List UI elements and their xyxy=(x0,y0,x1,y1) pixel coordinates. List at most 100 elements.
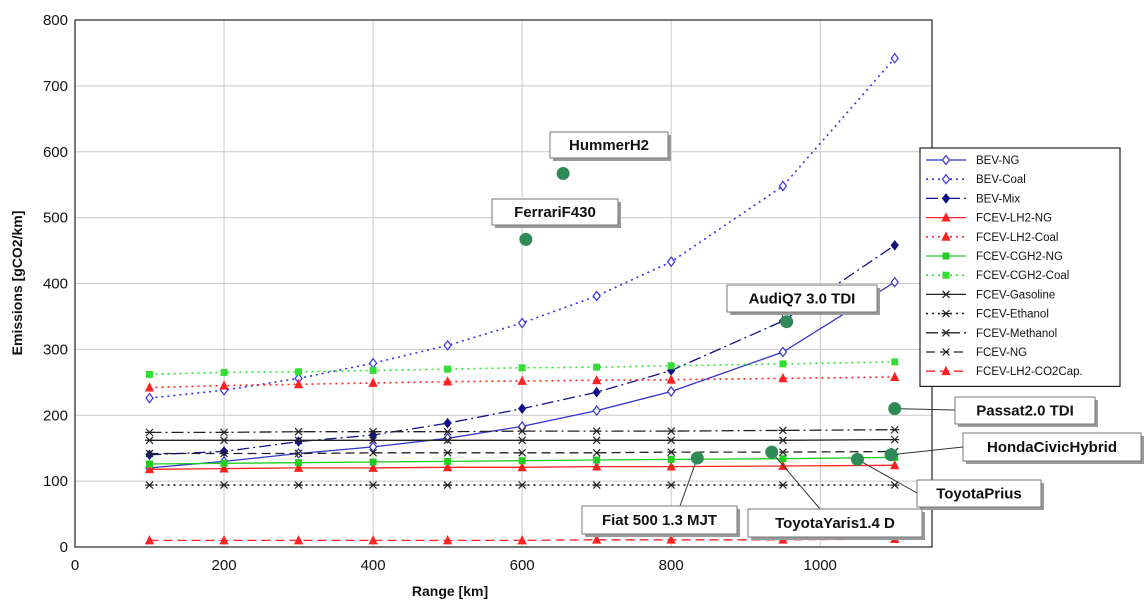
vehicle-label: HondaCivicHybrid xyxy=(987,439,1117,456)
legend-item: BEV-Mix xyxy=(926,193,1020,205)
y-tick-label: 800 xyxy=(43,12,68,29)
legend-box xyxy=(919,147,1121,387)
legend-label: FCEV-LH2-Coal xyxy=(976,232,1058,244)
data-point xyxy=(517,535,527,545)
data-point xyxy=(592,405,601,417)
data-point xyxy=(941,328,951,337)
data-point xyxy=(890,52,899,64)
data-point xyxy=(369,366,377,374)
vehicle-callout: AudiQ7 3.0 TDI xyxy=(726,284,880,329)
vehicle-point xyxy=(765,445,779,459)
callout-box xyxy=(747,508,923,538)
vehicle-point xyxy=(780,315,794,329)
data-point xyxy=(941,193,951,204)
y-tick-label: 300 xyxy=(43,341,68,358)
data-point xyxy=(368,427,378,436)
data-point xyxy=(517,481,527,490)
data-point xyxy=(666,386,676,398)
legend-label: FCEV-Ethanol xyxy=(976,309,1049,321)
data-point xyxy=(444,365,452,373)
x-axis-title: Range [km] xyxy=(412,583,488,599)
vehicle-callout: Passat2.0 TDI xyxy=(888,396,1098,427)
data-point xyxy=(941,154,951,166)
data-point xyxy=(368,535,378,545)
data-point xyxy=(443,448,452,457)
data-point xyxy=(592,427,602,435)
legend-label: FCEV-LH2-NG xyxy=(976,213,1052,225)
legend-item: FCEV-Ethanol xyxy=(926,309,1049,321)
data-point xyxy=(941,173,951,185)
data-point xyxy=(890,239,899,251)
data-point xyxy=(369,458,377,466)
vehicle-label: AudiQ7 3.0 TDI xyxy=(749,291,856,308)
data-point xyxy=(890,481,900,490)
data-point xyxy=(517,436,527,445)
data-point xyxy=(518,364,526,372)
series-line xyxy=(149,361,895,376)
data-point xyxy=(145,481,155,490)
y-tick-label: 500 xyxy=(43,210,68,227)
data-point xyxy=(368,441,378,453)
legend-item: FCEV-Methanol xyxy=(926,328,1057,340)
data-point xyxy=(443,436,453,445)
vehicle-point xyxy=(690,451,704,465)
series-group xyxy=(145,481,900,490)
callout-box xyxy=(962,432,1142,462)
series-group xyxy=(145,425,900,437)
data-point xyxy=(593,363,601,371)
data-point xyxy=(941,365,951,376)
callout-box xyxy=(581,505,738,535)
data-point xyxy=(219,436,229,445)
data-point xyxy=(778,372,788,383)
x-tick-label: 600 xyxy=(510,557,535,574)
callout-box xyxy=(954,396,1096,425)
vehicle-point xyxy=(850,452,864,466)
legend-item: FCEV-LH2-CO2Cap. xyxy=(926,365,1083,378)
series-line xyxy=(149,438,895,441)
series-line xyxy=(149,450,895,455)
legend-label: FCEV-CGH2-Coal xyxy=(976,270,1069,282)
series-lines xyxy=(144,52,900,545)
data-point xyxy=(146,460,154,468)
legend-item: FCEV-Gasoline xyxy=(926,289,1055,301)
legend-label: FCEV-CGH2-NG xyxy=(976,251,1063,263)
data-point xyxy=(145,428,155,437)
data-point xyxy=(443,339,452,351)
legend-label: BEV-Mix xyxy=(976,193,1020,205)
data-point xyxy=(146,370,154,378)
data-point xyxy=(667,362,675,370)
data-point xyxy=(219,380,229,390)
data-point xyxy=(518,457,526,465)
legend-label: BEV-Coal xyxy=(976,174,1026,186)
data-point xyxy=(145,392,154,404)
vehicle-callout: HondaCivicHybrid xyxy=(884,432,1144,464)
legend: BEV-NG BEV-Coal BEV-Mix FCEV-LH2-NG FCEV-LH2… xyxy=(919,147,1121,387)
x-tick-label: 200 xyxy=(212,557,237,574)
callout-box xyxy=(491,198,619,226)
data-point xyxy=(220,368,228,376)
series-group xyxy=(145,435,900,445)
legend-item: FCEV-CGH2-NG xyxy=(926,251,1063,263)
data-point xyxy=(779,360,787,368)
vehicle-points: HummerH2 FerrariF430 AudiQ7 3.0 TDI Passat2… xyxy=(491,131,1144,540)
data-point xyxy=(778,481,788,490)
data-point xyxy=(666,256,676,268)
data-point xyxy=(219,481,229,490)
data-point xyxy=(890,371,900,381)
vehicle-point xyxy=(884,448,898,462)
legend-item: FCEV-NG xyxy=(926,347,1027,359)
vehicle-callout: FerrariF430 xyxy=(491,198,621,246)
data-point xyxy=(293,535,304,545)
legend-item: FCEV-LH2-NG xyxy=(926,212,1052,225)
callout-leader xyxy=(894,408,956,411)
vehicle-point xyxy=(556,166,570,180)
vehicle-label: ToyotaYaris1.4 D xyxy=(775,515,895,532)
data-point xyxy=(592,461,602,471)
data-point xyxy=(442,461,453,472)
data-point xyxy=(220,449,228,458)
data-point xyxy=(517,403,527,414)
vehicle-label: Passat2.0 TDI xyxy=(976,403,1074,420)
data-point xyxy=(890,276,899,288)
data-point xyxy=(368,481,378,490)
data-point xyxy=(592,534,602,544)
